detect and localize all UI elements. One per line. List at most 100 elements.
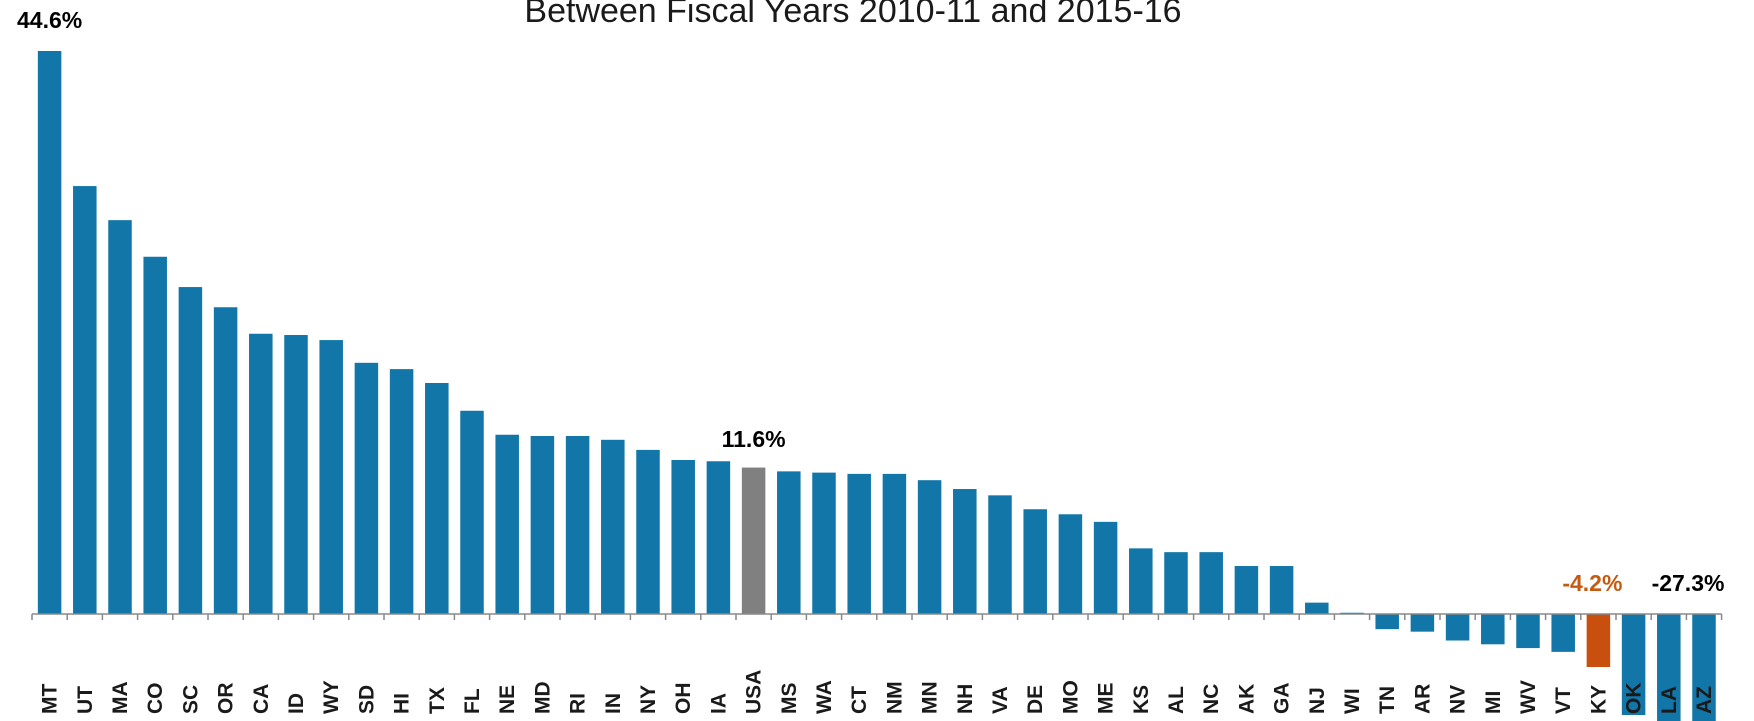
category-label-nj: NJ: [1306, 687, 1329, 714]
category-label-az: AZ: [1693, 686, 1716, 714]
bar-ny: [636, 449, 660, 614]
bar-ar: [1410, 614, 1435, 632]
category-label-ia: IA: [707, 693, 730, 714]
category-label-ms: MS: [778, 683, 801, 715]
category-label-in: IN: [602, 693, 625, 714]
bar-ia: [706, 461, 731, 614]
category-label-sc: SC: [179, 685, 202, 714]
category-label-mn: MN: [919, 681, 942, 714]
bar-mi: [1481, 614, 1505, 645]
category-label-hi: HI: [391, 693, 414, 714]
bar-ms: [777, 471, 801, 614]
category-label-ma: MA: [109, 681, 132, 714]
category-label-de: DE: [1024, 685, 1047, 714]
category-label-vt: VT: [1552, 687, 1575, 714]
category-label-ar: AR: [1411, 684, 1434, 714]
x-axis: [31, 613, 1723, 620]
category-label-va: VA: [989, 686, 1012, 714]
bar-mo: [1058, 514, 1083, 614]
category-label-ok: OK: [1623, 683, 1646, 715]
category-label-la: LA: [1658, 686, 1681, 714]
data-label-usa: 11.6%: [722, 426, 786, 452]
category-label-or: OR: [215, 683, 238, 715]
bar-mt: [37, 51, 62, 614]
category-label-usa: USA: [743, 670, 766, 714]
bar-fl: [460, 410, 484, 614]
category-label-ny: NY: [637, 685, 660, 714]
bar-or: [213, 307, 238, 614]
category-label-tn: TN: [1376, 686, 1399, 714]
bar-me: [1093, 521, 1118, 614]
bar-oh: [671, 460, 695, 614]
category-label-sd: SD: [355, 685, 378, 714]
bar-nv: [1445, 614, 1470, 641]
bar-wy: [319, 340, 343, 614]
category-label-wa: WA: [813, 680, 836, 714]
bar-tn: [1375, 614, 1399, 630]
bar-nc: [1199, 552, 1223, 614]
data-label-az: -27.3%: [1652, 570, 1725, 596]
category-label-mo: MO: [1059, 680, 1082, 714]
bar-ca: [249, 333, 273, 614]
category-label-wy: WY: [320, 680, 343, 714]
bar-ok: [1621, 614, 1646, 715]
category-label-id: ID: [285, 693, 308, 714]
bar-ks: [1129, 548, 1153, 614]
category-label-tx: TX: [426, 687, 449, 714]
category-label-wv: WV: [1517, 680, 1540, 714]
bar-al: [1164, 552, 1188, 614]
bar-ne: [495, 434, 519, 614]
category-label-ri: RI: [567, 693, 590, 714]
bar-wv: [1516, 614, 1540, 649]
category-labels: MT UT MA CO SC OR CA ID WY SD HI TX FL NE MD RI IN NY OH IA…: [39, 670, 1716, 714]
bar-nm: [882, 473, 907, 614]
category-label-md: MD: [531, 681, 554, 714]
category-label-mt: MT: [39, 684, 62, 714]
bar-mn: [917, 480, 942, 614]
bar-vt: [1551, 614, 1575, 652]
bar-va: [988, 495, 1012, 614]
bar-hi: [389, 369, 414, 614]
chart-title: Between Fiscal Years 2010-11 and 2015-16: [524, 0, 1181, 30]
category-label-nv: NV: [1447, 685, 1470, 714]
bar-co: [143, 256, 167, 614]
category-label-ca: CA: [250, 684, 273, 714]
bar-ri: [565, 436, 590, 614]
category-label-ga: GA: [1271, 683, 1294, 715]
bars-group: [37, 51, 1716, 721]
data-label-ky: -4.2%: [1562, 570, 1622, 596]
category-label-ky: KY: [1587, 685, 1610, 714]
bar-tx: [425, 382, 449, 614]
category-label-fl: FL: [461, 688, 484, 714]
category-label-me: ME: [1095, 683, 1118, 715]
bar-in: [601, 439, 625, 614]
category-label-al: AL: [1165, 686, 1188, 714]
category-label-ak: AK: [1235, 684, 1258, 714]
category-label-nm: NM: [883, 681, 906, 714]
bar-la: [1657, 614, 1681, 721]
bar-ak: [1234, 566, 1259, 614]
category-label-nc: NC: [1200, 684, 1223, 714]
bar-ma: [108, 220, 132, 614]
bar-az: [1692, 614, 1716, 721]
category-label-nh: NH: [954, 684, 977, 714]
bar-ky: [1586, 614, 1611, 668]
category-label-ne: NE: [496, 685, 519, 714]
bar-ut: [73, 186, 97, 614]
bar-de: [1023, 509, 1047, 614]
bar-id: [284, 335, 308, 614]
bar-ga: [1269, 566, 1294, 614]
bar-wa: [812, 472, 836, 614]
data-label-mt: 44.6%: [17, 7, 82, 33]
category-label-co: CO: [144, 683, 167, 715]
bar-sc: [178, 287, 203, 614]
category-label-ut: UT: [74, 686, 97, 714]
category-label-mi: MI: [1482, 691, 1505, 714]
bar-ct: [847, 473, 871, 614]
bar-md: [530, 436, 555, 614]
bar-nj: [1305, 602, 1329, 614]
data-labels: 44.6% 11.6% -4.2% -27.3%: [17, 7, 1724, 596]
category-label-oh: OH: [672, 683, 695, 715]
bar-usa: [741, 467, 766, 614]
